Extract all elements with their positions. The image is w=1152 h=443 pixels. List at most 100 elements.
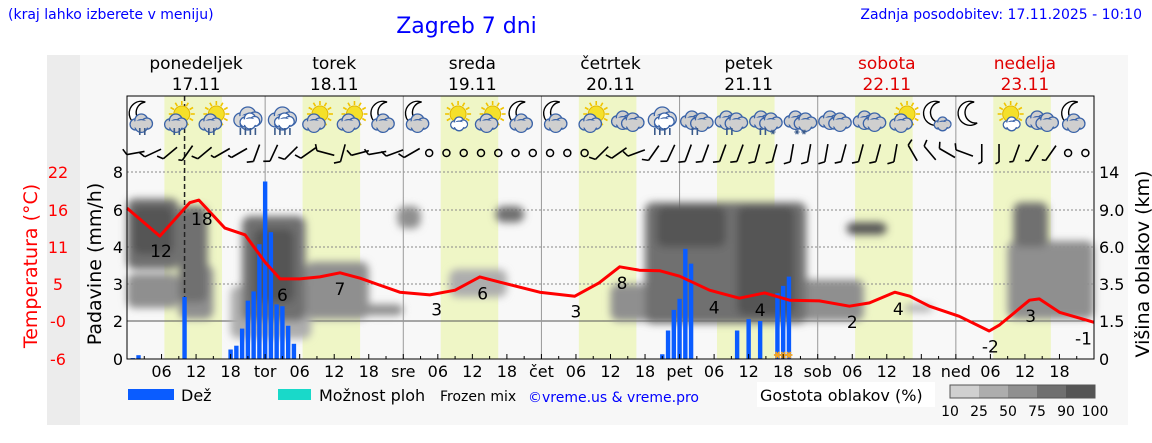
x-tick-label: 06 bbox=[980, 362, 1000, 381]
wind-calm-icon bbox=[563, 148, 572, 158]
sun-ray bbox=[170, 106, 175, 111]
cloud-shape bbox=[371, 113, 395, 134]
wind-feather bbox=[346, 149, 353, 156]
cloud-shape bbox=[689, 112, 714, 133]
cloud-heavy-rain-icon bbox=[267, 106, 298, 135]
rain-bar bbox=[757, 321, 763, 359]
credit-link[interactable]: ©vreme.us & vreme.pro bbox=[528, 390, 699, 406]
wind-feather bbox=[314, 143, 318, 151]
rain-bar bbox=[786, 276, 792, 359]
rain-bar bbox=[683, 248, 688, 359]
sun-ray bbox=[899, 102, 904, 107]
precipitation-tick-label: 2 bbox=[113, 312, 123, 331]
wind-staff bbox=[300, 147, 317, 159]
temperature-line bbox=[126, 198, 1095, 333]
rain-bar bbox=[268, 232, 274, 359]
moon-cloud-icon bbox=[1061, 100, 1086, 134]
temperature-label: 4 bbox=[893, 300, 904, 320]
cloud-blob bbox=[178, 206, 208, 303]
wind-calm-icon bbox=[580, 148, 589, 158]
rain-legend-swatch bbox=[128, 389, 174, 400]
cloud-fill bbox=[510, 120, 532, 129]
cloud-density-swatch bbox=[1066, 385, 1095, 398]
sun-ray bbox=[1003, 102, 1007, 107]
sun-cloud-rain-icon bbox=[198, 101, 230, 135]
cloud-fill bbox=[890, 120, 912, 129]
wind-staff bbox=[403, 147, 421, 159]
precipitation-tick-label: 4 bbox=[113, 238, 123, 257]
day-date: 18.11 bbox=[310, 75, 359, 95]
wind-staff bbox=[231, 147, 248, 159]
sun-ray bbox=[209, 102, 213, 107]
wind-staff bbox=[647, 145, 660, 161]
cloud-density-legend-bg bbox=[757, 382, 935, 407]
wind-staff bbox=[754, 144, 761, 162]
cloud-fill bbox=[760, 119, 782, 128]
temperature-label: 8 bbox=[617, 274, 628, 294]
x-tick-label: ned bbox=[941, 362, 971, 381]
wind-staff bbox=[718, 144, 727, 162]
wind-barb-icon bbox=[678, 144, 693, 164]
wind-staff bbox=[806, 143, 812, 163]
moon-cloud-rain-icon bbox=[128, 100, 154, 135]
snowflake-icon bbox=[770, 129, 776, 135]
wind-barb-icon bbox=[278, 146, 298, 161]
wind-feather bbox=[122, 148, 128, 156]
temperature-label: 4 bbox=[755, 301, 766, 321]
cloud-height-tick-label: 9.0 bbox=[1099, 201, 1124, 220]
wind-feather bbox=[765, 160, 773, 164]
wind-feather bbox=[660, 160, 668, 163]
sun-ray bbox=[1018, 106, 1023, 111]
x-tick-label: 06 bbox=[704, 362, 724, 381]
temperature-label: 3 bbox=[1025, 307, 1036, 327]
cloud-density-legend-title: Gostota oblakov (%) bbox=[760, 386, 923, 405]
precipitation-axis-title: Padavine (mm/h) bbox=[84, 183, 106, 346]
rain-bar bbox=[734, 330, 740, 359]
day-name: četrtek bbox=[580, 54, 641, 74]
wind-barb-icon bbox=[263, 144, 279, 163]
sun-ray bbox=[446, 117, 451, 122]
temperature-tick-label: -0 bbox=[50, 312, 66, 331]
sun-ray bbox=[323, 102, 328, 107]
wind-feather bbox=[954, 143, 957, 151]
x-tick-label: 06 bbox=[842, 362, 862, 381]
cloud-fill bbox=[1003, 121, 1020, 128]
cloud-fill bbox=[240, 118, 259, 126]
cloud-height-tick-label: 14 bbox=[1099, 163, 1119, 182]
wind-staff bbox=[339, 144, 346, 162]
precipitation-tick-label: 8 bbox=[113, 163, 123, 182]
precipitation-tick-label: 3 bbox=[113, 275, 123, 294]
wind-barb-icon bbox=[730, 144, 744, 164]
wind-barb-icon bbox=[380, 149, 404, 157]
sun-ray bbox=[603, 106, 608, 111]
sun-ray bbox=[174, 102, 178, 107]
rain-bar bbox=[182, 296, 187, 359]
wind-barb-icon bbox=[783, 143, 795, 165]
cloud-blob bbox=[357, 304, 404, 316]
temperature-axis-title: Temperatura (°C) bbox=[20, 184, 42, 349]
wind-feather bbox=[294, 154, 302, 159]
wind-barb-icon bbox=[977, 144, 983, 165]
cloud-shape bbox=[889, 113, 913, 134]
cloud-blob bbox=[904, 304, 933, 312]
wind-feather bbox=[380, 150, 387, 157]
wind-feather bbox=[995, 161, 1000, 165]
x-tick-label: 12 bbox=[462, 362, 482, 381]
daylight-band bbox=[440, 96, 499, 359]
sun-ray bbox=[500, 106, 505, 111]
wind-staff bbox=[771, 144, 778, 162]
rain-bar bbox=[262, 181, 268, 359]
rain-bar bbox=[136, 355, 141, 359]
wind-barb-icon bbox=[122, 148, 145, 156]
wind-feather bbox=[227, 154, 232, 159]
wind-barb-icon bbox=[712, 144, 727, 164]
cloud-density-level-label: 25 bbox=[970, 404, 988, 420]
temperature-tick-label: -6 bbox=[50, 350, 66, 369]
wind-calm-icon bbox=[494, 148, 503, 158]
cloud-sleet-icon bbox=[749, 110, 783, 135]
wind-staff bbox=[907, 144, 918, 162]
wind-feather bbox=[1025, 159, 1030, 162]
wind-staff bbox=[269, 144, 279, 162]
temperature-axis-panel bbox=[47, 55, 80, 425]
